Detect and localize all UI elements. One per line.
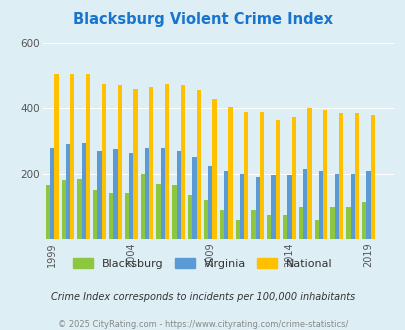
Bar: [212, 99, 216, 239]
Bar: [124, 193, 129, 239]
Bar: [307, 108, 311, 239]
Bar: [228, 107, 232, 239]
Legend: Blacksburg, Virginia, National: Blacksburg, Virginia, National: [69, 254, 336, 273]
Bar: [54, 74, 58, 239]
Bar: [102, 84, 106, 239]
Bar: [303, 169, 307, 239]
Bar: [149, 87, 153, 239]
Bar: [46, 185, 50, 239]
Bar: [255, 177, 259, 239]
Bar: [350, 174, 354, 239]
Bar: [66, 144, 70, 239]
Bar: [188, 195, 192, 239]
Bar: [266, 215, 271, 239]
Bar: [208, 166, 212, 239]
Bar: [282, 215, 287, 239]
Bar: [219, 210, 224, 239]
Bar: [314, 220, 318, 239]
Bar: [77, 179, 81, 239]
Bar: [192, 157, 196, 239]
Bar: [243, 112, 248, 239]
Bar: [129, 152, 133, 239]
Bar: [172, 185, 176, 239]
Bar: [370, 115, 374, 239]
Bar: [365, 171, 370, 239]
Bar: [287, 176, 291, 239]
Bar: [133, 89, 137, 239]
Bar: [271, 176, 275, 239]
Bar: [345, 207, 350, 239]
Text: Blacksburg Violent Crime Index: Blacksburg Violent Crime Index: [73, 12, 332, 26]
Bar: [117, 85, 121, 239]
Bar: [239, 174, 243, 239]
Bar: [145, 148, 149, 239]
Bar: [176, 151, 180, 239]
Bar: [86, 74, 90, 239]
Bar: [160, 148, 164, 239]
Bar: [109, 193, 113, 239]
Bar: [113, 149, 117, 239]
Bar: [361, 202, 365, 239]
Bar: [224, 171, 228, 239]
Bar: [235, 220, 239, 239]
Bar: [322, 110, 327, 239]
Bar: [70, 74, 74, 239]
Bar: [318, 171, 322, 239]
Bar: [334, 174, 338, 239]
Bar: [338, 113, 343, 239]
Bar: [140, 174, 145, 239]
Bar: [180, 85, 185, 239]
Bar: [93, 190, 97, 239]
Bar: [50, 148, 54, 239]
Bar: [164, 84, 169, 239]
Bar: [251, 210, 255, 239]
Bar: [62, 180, 66, 239]
Text: © 2025 CityRating.com - https://www.cityrating.com/crime-statistics/: © 2025 CityRating.com - https://www.city…: [58, 320, 347, 329]
Bar: [81, 143, 86, 239]
Bar: [259, 112, 264, 239]
Bar: [354, 113, 358, 239]
Bar: [203, 200, 208, 239]
Bar: [196, 90, 200, 239]
Bar: [97, 151, 102, 239]
Bar: [275, 120, 279, 239]
Bar: [156, 183, 160, 239]
Bar: [330, 207, 334, 239]
Bar: [298, 207, 303, 239]
Bar: [291, 116, 295, 239]
Text: Crime Index corresponds to incidents per 100,000 inhabitants: Crime Index corresponds to incidents per…: [51, 292, 354, 302]
